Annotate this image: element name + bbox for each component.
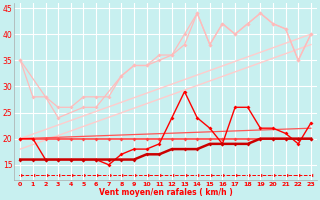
X-axis label: Vent moyen/en rafales ( km/h ): Vent moyen/en rafales ( km/h ) <box>99 188 232 197</box>
